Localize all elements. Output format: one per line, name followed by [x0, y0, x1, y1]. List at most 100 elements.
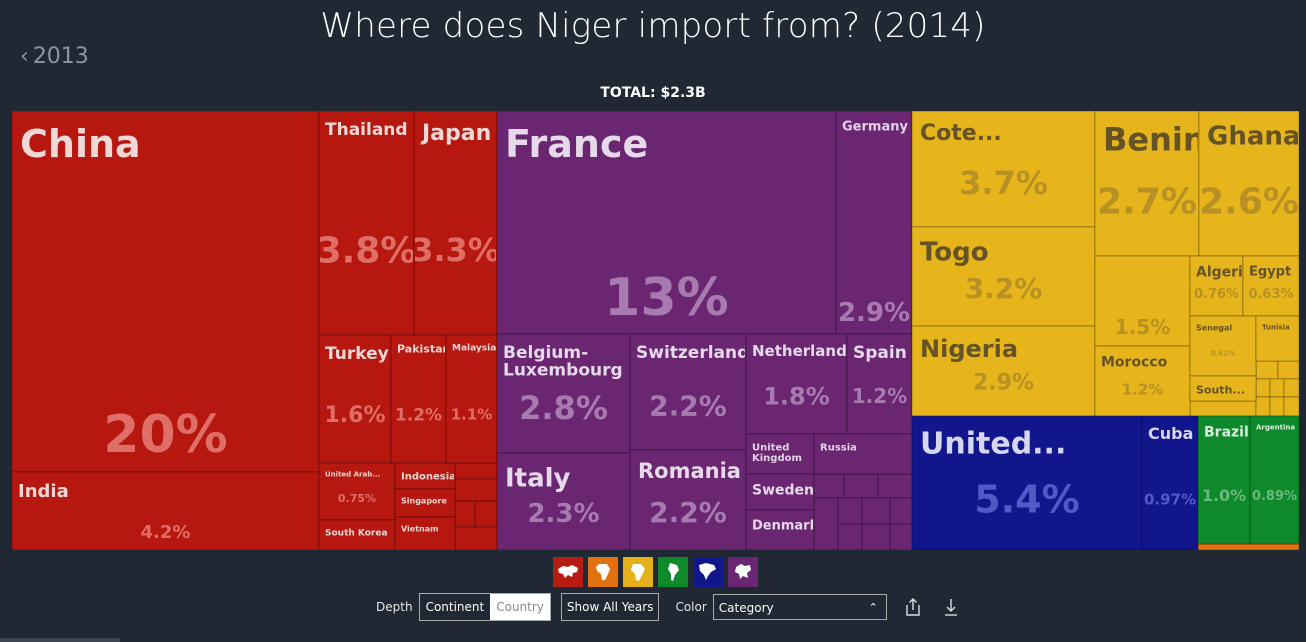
- treemap-cell-france[interactable]: France 13%: [496, 111, 837, 335]
- asia-filter-button[interactable]: [553, 557, 583, 587]
- treemap-minor-cell[interactable]: [837, 497, 863, 525]
- treemap-cell-rect[interactable]: [745, 333, 848, 435]
- treemap-minor-cell[interactable]: [474, 500, 498, 528]
- treemap-cell-indonesia[interactable]: Indonesia: [394, 462, 456, 490]
- treemap-cell-russia[interactable]: Russia: [813, 433, 913, 475]
- treemap-minor-cell[interactable]: [1255, 360, 1279, 380]
- treemap-cell-rect[interactable]: [911, 325, 1096, 417]
- treemap-minor-cell[interactable]: [1197, 543, 1299, 550]
- treemap-cell-rect[interactable]: [496, 452, 631, 550]
- treemap-minor-cell[interactable]: [1269, 378, 1285, 398]
- treemap-minor-cell[interactable]: [861, 523, 891, 550]
- treemap-minor-cell[interactable]: [877, 473, 913, 499]
- treemap-cell-italy[interactable]: Italy 2.3%: [496, 452, 631, 550]
- depth-country-option[interactable]: Country: [490, 594, 550, 620]
- treemap-cell-vietnam[interactable]: Vietnam: [394, 516, 456, 550]
- treemap-cell-china[interactable]: China 20%: [12, 111, 320, 473]
- treemap-minor-cell[interactable]: [813, 473, 845, 499]
- depth-continent-option[interactable]: Continent: [419, 594, 491, 620]
- treemap-minor-cell[interactable]: [454, 478, 498, 502]
- treemap-minor-cell[interactable]: [1283, 378, 1299, 398]
- treemap-cell-rect[interactable]: [390, 334, 447, 464]
- treemap-cell-rect[interactable]: [318, 462, 396, 521]
- treemap-cell-rect[interactable]: [394, 516, 456, 550]
- treemap-minor-cell[interactable]: [454, 526, 498, 550]
- treemap-cell-rect[interactable]: [911, 226, 1096, 327]
- treemap-cell-togo[interactable]: Togo 3.2%: [911, 226, 1096, 327]
- treemap-cell-rect[interactable]: [911, 111, 1096, 228]
- treemap-cell-rect[interactable]: [745, 433, 815, 475]
- treemap-cell-rect[interactable]: [318, 111, 415, 336]
- treemap-cell-rect[interactable]: [745, 473, 815, 511]
- treemap-cell-spain[interactable]: Spain 1.2%: [846, 333, 913, 435]
- treemap-cell-rect[interactable]: [445, 334, 498, 464]
- treemap-cell-rect[interactable]: [1198, 111, 1299, 257]
- treemap-cell-malaysia[interactable]: Malaysia 1.1%: [445, 334, 498, 464]
- treemap-cell-cuba[interactable]: Cuba 0.97%: [1141, 415, 1199, 550]
- south-america-filter-button[interactable]: [658, 557, 688, 587]
- treemap-cell-rect[interactable]: [813, 433, 913, 475]
- treemap-minor-cell[interactable]: [454, 500, 476, 528]
- treemap-cell-india[interactable]: India 4.2%: [12, 471, 320, 550]
- africa-gold-filter-button[interactable]: [623, 557, 653, 587]
- treemap-cell-thailand[interactable]: Thailand 3.8%: [317, 111, 417, 336]
- treemap-cell-rect[interactable]: [1094, 345, 1191, 417]
- treemap-cell-rect[interactable]: [1094, 255, 1191, 347]
- treemap-cell-tunisia[interactable]: Tunisia: [1255, 315, 1299, 362]
- treemap-chart[interactable]: China 20% India 4.2% Thailand 3.8% Japan 3.3% Tu…: [12, 111, 1299, 550]
- treemap-minor-cell[interactable]: [889, 523, 913, 550]
- treemap-cell-rect[interactable]: [846, 333, 913, 435]
- treemap-cell-rect[interactable]: [318, 334, 392, 464]
- treemap-cell-rect[interactable]: [1189, 315, 1257, 377]
- north-america-filter-button[interactable]: [693, 557, 723, 587]
- treemap-cell-denmark[interactable]: Denmark: [745, 509, 819, 550]
- treemap-cell-rect[interactable]: [1189, 255, 1244, 317]
- treemap-minor-cell[interactable]: [813, 497, 839, 550]
- treemap-cell-algeria[interactable]: Algeria 0.76%: [1189, 255, 1252, 317]
- treemap-cell-pakistan[interactable]: Pakistan 1.2%: [390, 334, 450, 464]
- treemap-cell-morocco[interactable]: Morocco 1.2%: [1094, 345, 1191, 417]
- europe-filter-button[interactable]: [728, 557, 758, 587]
- treemap-cell-rect[interactable]: [1255, 315, 1299, 362]
- treemap-cell-rect[interactable]: [745, 509, 815, 550]
- treemap-cell-rect[interactable]: [12, 111, 320, 473]
- treemap-minor-cell[interactable]: [837, 523, 863, 550]
- color-select[interactable]: Category ⌃: [712, 594, 887, 620]
- treemap-cell-rect[interactable]: [629, 449, 747, 550]
- treemap-cell-netherlands[interactable]: Netherlands 1.8%: [745, 333, 856, 435]
- treemap-cell-singapore[interactable]: Singapore: [394, 488, 456, 518]
- treemap-minor-cell[interactable]: [1255, 396, 1271, 417]
- treemap-cell-benin[interactable]: Benin 2.7%: [1094, 111, 1206, 257]
- treemap-minor-cell[interactable]: [1255, 378, 1271, 398]
- treemap-minor-cell[interactable]: [889, 497, 913, 525]
- treemap-cell-rect[interactable]: [1094, 111, 1200, 257]
- treemap-minor-cell[interactable]: [454, 462, 498, 480]
- treemap-minor-cell[interactable]: [1283, 396, 1299, 417]
- treemap-minor-cell[interactable]: [861, 497, 891, 525]
- treemap-cell-argentina[interactable]: Argentina 0.89%: [1249, 415, 1299, 545]
- treemap-cell-rect[interactable]: [394, 462, 456, 490]
- treemap-cell-sweden[interactable]: Sweden: [745, 473, 815, 511]
- treemap-cell-turkey[interactable]: Turkey 1.6%: [318, 334, 392, 464]
- treemap-cell-united-arab[interactable]: United Arab... 0.75%: [318, 462, 396, 521]
- treemap-cell-rect[interactable]: [496, 333, 631, 454]
- treemap-cell-rect[interactable]: [1249, 415, 1299, 545]
- treemap-minor-cell[interactable]: [1277, 360, 1299, 380]
- share-button[interactable]: [901, 594, 925, 620]
- previous-year-link[interactable]: ‹ 2013: [20, 44, 89, 69]
- treemap-cell-rect[interactable]: [1242, 255, 1299, 317]
- treemap-cell-rect[interactable]: [629, 333, 747, 451]
- treemap-cell-senegal[interactable]: Senegal 0.62%: [1189, 315, 1257, 377]
- treemap-cell-germany[interactable]: Germany 2.9%: [835, 111, 913, 335]
- treemap-cell-united[interactable]: United... 5.4%: [911, 415, 1143, 550]
- treemap-minor-cell[interactable]: [1269, 396, 1285, 417]
- treemap-cell-rect[interactable]: [496, 111, 837, 335]
- treemap-cell-south[interactable]: South...: [1189, 375, 1257, 402]
- treemap-cell-cote[interactable]: Cote... 3.7%: [911, 111, 1096, 228]
- treemap-minor-cell[interactable]: [1189, 400, 1257, 417]
- treemap-cell-egypt[interactable]: Egypt 0.63%: [1242, 255, 1299, 317]
- download-button[interactable]: [939, 594, 963, 620]
- treemap-cell-nigeria[interactable]: Nigeria 2.9%: [911, 325, 1096, 417]
- treemap-cell-unlabeled[interactable]: 1.5%: [1094, 255, 1191, 347]
